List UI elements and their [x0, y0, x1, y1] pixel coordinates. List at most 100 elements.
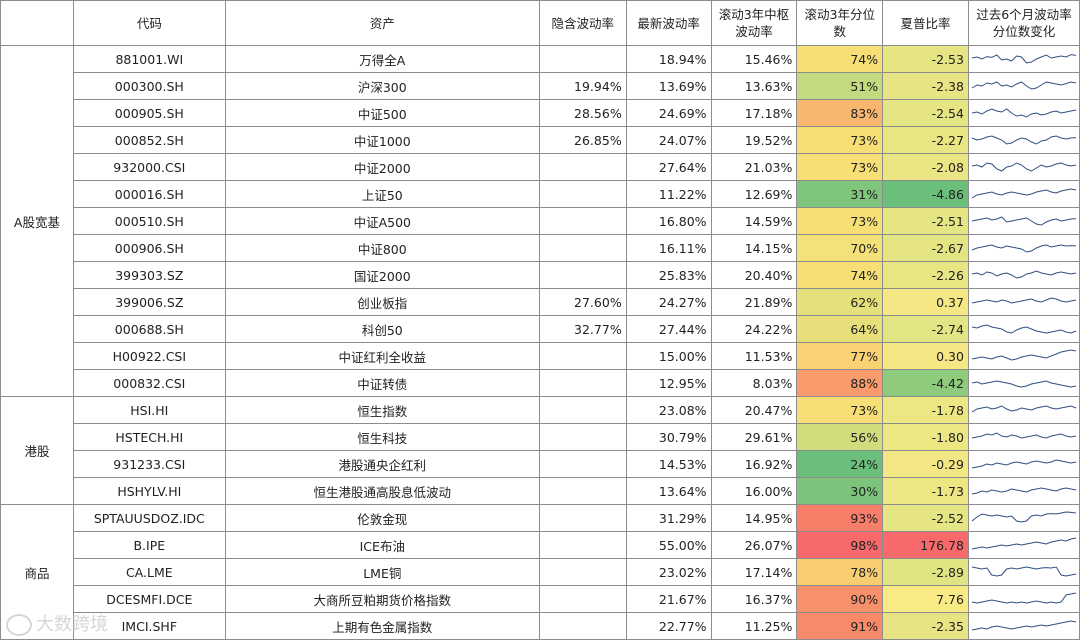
- header-sharpe: 夏普比率: [882, 0, 969, 46]
- sparkline: [971, 216, 1076, 226]
- sparkline-path: [971, 511, 1077, 523]
- latest-vol-cell: 27.64%: [625, 153, 712, 181]
- sparkline-path: [971, 459, 1077, 469]
- asset-cell: 港股通央企红利: [224, 450, 540, 478]
- rolling-center-vol-cell: 16.00%: [710, 477, 798, 505]
- rolling-center-vol-cell: 14.15%: [710, 234, 798, 262]
- sparkline: [971, 405, 1077, 413]
- table-row: 000832.CSI 中证转债 12.95% 8.03% 88% -4.42: [1, 369, 1080, 397]
- header-asset: 资产: [224, 0, 540, 46]
- group-label: A股宽基: [0, 45, 74, 397]
- sparkline-cell: [967, 180, 1080, 208]
- table-row: 399303.SZ 国证2000 25.83% 20.40% 74% -2.26: [1, 261, 1080, 289]
- watermark-logo-icon: [6, 614, 32, 636]
- sharpe-cell: 7.76: [882, 585, 969, 613]
- table-row: 932000.CSI 中证2000 27.64% 21.03% 73% -2.08: [1, 153, 1080, 181]
- rolling-pct-cell: 31%: [796, 180, 884, 208]
- implied-vol-cell: [538, 180, 627, 208]
- watermark-text: 大数跨境: [36, 614, 108, 635]
- code-cell: 000832.CSI: [72, 369, 226, 397]
- code-cell: 399303.SZ: [72, 261, 226, 289]
- header-rolling-center-vol: 滚动3年中枢波动率: [710, 0, 798, 46]
- latest-vol-cell: 21.67%: [625, 585, 712, 613]
- asset-cell: 中证800: [224, 234, 540, 262]
- implied-vol-cell: 27.60%: [538, 288, 627, 316]
- table-row: 000905.SH 中证500 28.56% 24.69% 17.18% 83% -2.54: [1, 99, 1080, 127]
- sparkline-cell: [967, 126, 1080, 154]
- implied-vol-cell: [538, 342, 627, 370]
- sparkline-cell: [967, 234, 1080, 262]
- table-row: 000510.SH 中证A500 16.80% 14.59% 73% -2.51: [1, 207, 1080, 235]
- rolling-pct-cell: 73%: [796, 396, 884, 424]
- asset-cell: 中证红利全收益: [224, 342, 540, 370]
- rolling-pct-cell: 83%: [796, 99, 884, 127]
- code-cell: HSTECH.HI: [72, 423, 226, 451]
- sharpe-cell: -2.53: [882, 45, 969, 73]
- table-row: 000906.SH 中证800 16.11% 14.15% 70% -2.67: [1, 234, 1080, 262]
- asset-cell: 国证2000: [224, 261, 540, 289]
- sparkline-cell: [967, 288, 1080, 316]
- sharpe-cell: -1.73: [882, 477, 969, 505]
- latest-vol-cell: 13.69%: [625, 72, 712, 100]
- rolling-center-vol-cell: 21.03%: [710, 153, 798, 181]
- sharpe-cell: 0.37: [882, 288, 969, 316]
- sparkline-path: [971, 108, 1077, 118]
- sharpe-cell: -2.35: [882, 612, 969, 640]
- rolling-pct-cell: 73%: [796, 207, 884, 235]
- sparkline: [971, 81, 1077, 90]
- rolling-center-vol-cell: 15.46%: [710, 45, 798, 73]
- latest-vol-cell: 11.22%: [625, 180, 712, 208]
- asset-cell: 大商所豆粕期货价格指数: [224, 585, 540, 613]
- sharpe-cell: -2.54: [882, 99, 969, 127]
- implied-vol-cell: 32.77%: [538, 315, 627, 343]
- rolling-pct-cell: 91%: [796, 612, 884, 640]
- asset-cell: LME铜: [224, 558, 540, 586]
- asset-cell: 中证2000: [224, 153, 540, 181]
- rolling-pct-cell: 30%: [796, 477, 884, 505]
- asset-cell: ICE布油: [224, 531, 540, 559]
- implied-vol-cell: [538, 558, 627, 586]
- code-cell: 000688.SH: [72, 315, 226, 343]
- sparkline-path: [971, 487, 1077, 495]
- table-row: 商品 SPTAUUSDOZ.IDC 伦敦金现 31.29% 14.95% 93% -2.52: [0, 504, 1080, 640]
- rolling-pct-cell: 77%: [796, 342, 884, 370]
- sparkline: [971, 592, 1077, 604]
- rolling-center-vol-cell: 13.63%: [710, 72, 798, 100]
- sparkline-cell: [967, 369, 1080, 397]
- rolling-pct-cell: 78%: [796, 558, 884, 586]
- rolling-pct-cell: 70%: [796, 234, 884, 262]
- table-row: HSTECH.HI 恒生科技 30.79% 29.61% 56% -1.80: [1, 423, 1080, 451]
- sparkline: [971, 349, 1077, 361]
- latest-vol-cell: 24.69%: [625, 99, 712, 127]
- code-cell: 931233.CSI: [72, 450, 226, 478]
- implied-vol-cell: [538, 450, 627, 478]
- sparkline-path: [971, 54, 1077, 64]
- sparkline: [971, 188, 1077, 199]
- asset-cell: 恒生科技: [224, 423, 540, 451]
- rolling-center-vol-cell: 26.07%: [710, 531, 798, 559]
- header-implied-vol: 隐含波动率: [538, 0, 627, 46]
- code-cell: CA.LME: [72, 558, 226, 586]
- table-row: 000016.SH 上证50 11.22% 12.69% 31% -4.86: [1, 180, 1080, 208]
- code-cell: 881001.WI: [72, 45, 226, 73]
- sharpe-cell: -2.08: [882, 153, 969, 181]
- table-row: IMCI.SHF 上期有色金属指数 22.77% 11.25% 91% -2.35: [1, 612, 1080, 640]
- sparkline: [971, 162, 1077, 172]
- sparkline-cell: [967, 585, 1080, 613]
- sharpe-cell: -4.86: [882, 180, 969, 208]
- group-label: 港股: [0, 396, 74, 505]
- sharpe-cell: -4.42: [882, 369, 969, 397]
- implied-vol-cell: 19.94%: [538, 72, 627, 100]
- latest-vol-cell: 16.11%: [625, 234, 712, 262]
- sharpe-cell: -0.29: [882, 450, 969, 478]
- code-cell: 399006.SZ: [72, 288, 226, 316]
- latest-vol-cell: 25.83%: [625, 261, 712, 289]
- rolling-center-vol-cell: 17.18%: [710, 99, 798, 127]
- sparkline-cell: [967, 531, 1080, 559]
- asset-cell: 创业板指: [224, 288, 540, 316]
- asset-cell: 中证A500: [224, 207, 540, 235]
- sparkline-path: [971, 405, 1077, 413]
- rolling-pct-cell: 73%: [796, 153, 884, 181]
- rolling-center-vol-cell: 12.69%: [710, 180, 798, 208]
